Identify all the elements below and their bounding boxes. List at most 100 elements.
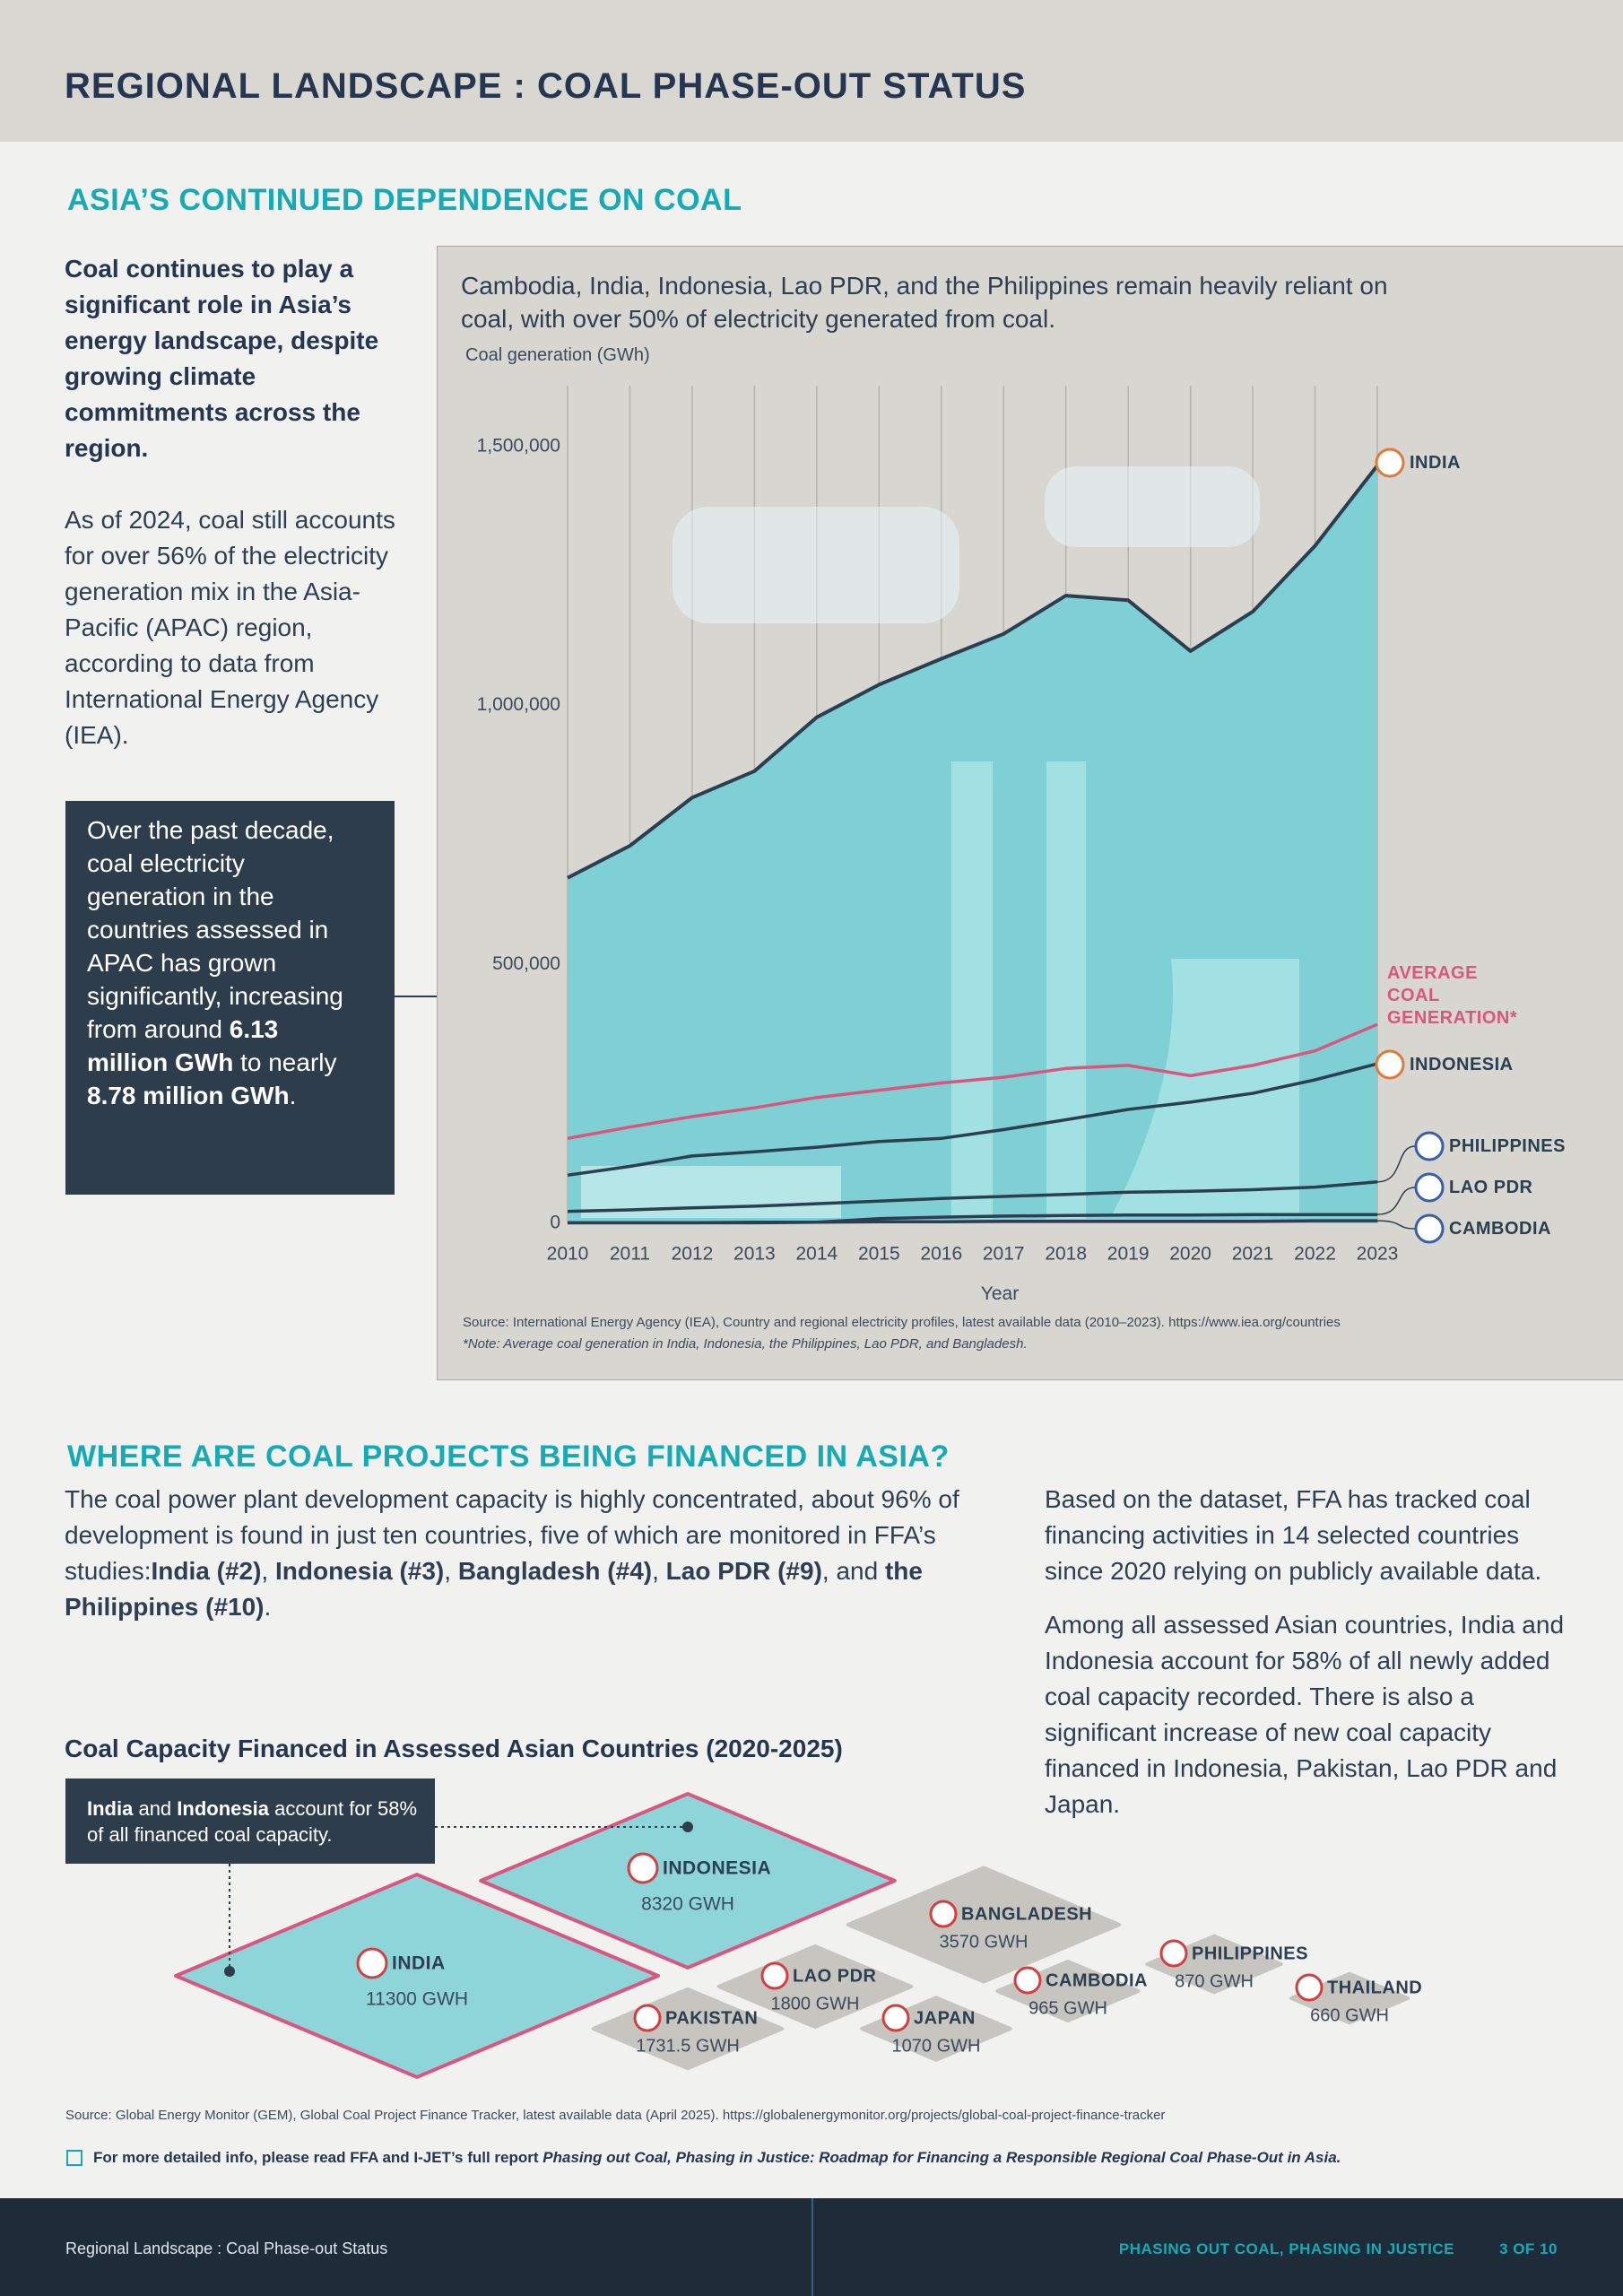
series-label: AVERAGE COAL GENERATION* (1387, 963, 1518, 1028)
text-run: 8.78 million GWh (87, 1082, 290, 1109)
y-tick-label: 1,000,000 (477, 694, 560, 715)
chimney (951, 761, 993, 1219)
category-label: LAO PDR (793, 1966, 877, 1986)
x-tick-label: 2019 (1107, 1244, 1150, 1265)
series-label: LAO PDR (1449, 1178, 1533, 1197)
link-icon (66, 2150, 82, 2166)
x-tick-label: 2023 (1357, 1244, 1399, 1265)
series-label: INDIA (1410, 453, 1461, 473)
flag (1295, 1973, 1324, 2002)
callout-box (65, 1779, 435, 1864)
value-label: 11300 GWH (366, 1989, 468, 2010)
text-run: The coal power plant development capacit… (65, 1485, 959, 1585)
series-line (567, 1180, 1378, 1213)
diamond-layer: INDIA 11300 GWH INDONESIA 8320 GWH BANGLADES… (174, 1792, 1422, 2079)
flag (881, 2004, 910, 2032)
y-axis-label: Coal generation (GWh) (465, 345, 650, 365)
category-label: INDIA (392, 1953, 446, 1974)
flag (1414, 1213, 1445, 1244)
series-label: PHILIPPINES (1449, 1136, 1566, 1156)
text-run: , (652, 1557, 666, 1585)
report-note: For more detailed info, please read FFA … (93, 2149, 1341, 2167)
text-run: the Philippines (#10) (65, 1557, 923, 1621)
section-heading: ASIA’S CONTINUED DEPENDENCE ON COAL (67, 183, 742, 217)
right-column: Based on the dataset, FFA has tracked co… (1045, 1482, 1583, 1822)
y-tick-label: 0 (550, 1213, 560, 1233)
flag (356, 1947, 388, 1979)
flag (627, 1852, 659, 1884)
x-tick-label: 2021 (1232, 1244, 1274, 1265)
text-run: . (264, 1593, 272, 1621)
paragraph: The coal power plant development capacit… (65, 1482, 988, 1625)
series-label: INDONESIA (1410, 1055, 1514, 1074)
label-connector (1376, 1187, 1416, 1215)
value-label: 1800 GWH (771, 1994, 860, 2013)
text-run: to nearly (233, 1048, 337, 1076)
category-label: BANGLADESH (961, 1904, 1092, 1924)
label-connector (1376, 1145, 1416, 1183)
x-tick-label: 2010 (547, 1244, 589, 1265)
cloud (673, 507, 959, 623)
flag (1375, 448, 1405, 478)
category-label: THAILAND (1327, 1978, 1422, 1997)
x-tick-label: 2014 (795, 1244, 838, 1265)
value-label: 870 GWH (1175, 1971, 1254, 1991)
text-run: Bangladesh (#4) (457, 1557, 653, 1585)
text-run: For more detailed info, please read FFA … (93, 2149, 543, 2166)
text-run: . (289, 1082, 297, 1109)
chart-source: Source: International Energy Agency (IEA… (463, 1315, 1341, 1330)
x-tick-label: 2012 (672, 1244, 714, 1265)
flag (633, 2004, 662, 2032)
x-tick-label: 2015 (858, 1244, 900, 1265)
x-axis-label: Year (980, 1283, 1020, 1304)
chart-source: Source: Global Energy Monitor (GEM), Glo… (65, 2108, 1166, 2123)
flag (1013, 1966, 1042, 1995)
diamond (479, 1792, 897, 1970)
text-run: 6.13 million GWh (87, 1015, 279, 1076)
chart-note: *Note: Average coal generation in India,… (463, 1336, 1028, 1352)
leader-dot (682, 1822, 693, 1832)
footer-left: Regional Landscape : Coal Phase-out Stat… (65, 2239, 388, 2257)
text-run: Over the past decade, coal electricity g… (87, 816, 343, 1043)
diamond (174, 1873, 660, 2079)
chart-title: Cambodia, India, Indonesia, Lao PDR, and… (461, 272, 1388, 333)
category-label: INDONESIA (663, 1858, 771, 1879)
series-line (567, 1062, 1378, 1178)
series-line (568, 1219, 1377, 1225)
value-label: 1731.5 GWH (636, 2036, 740, 2056)
paragraph: Based on the dataset, FFA has tracked co… (1045, 1485, 1542, 1585)
flag (760, 1961, 789, 1990)
x-tick-label: 2013 (733, 1244, 776, 1265)
y-tick-label: 500,000 (492, 953, 560, 974)
text-run: , (444, 1557, 458, 1585)
text-run: Indonesia (177, 1797, 269, 1820)
lead-text: Coal continues to play a significant rol… (65, 255, 379, 462)
decoration (581, 466, 1299, 1219)
x-tick-label: 2022 (1294, 1244, 1336, 1265)
x-tick-label: 2020 (1169, 1244, 1211, 1265)
cloud (1045, 466, 1260, 547)
footer-series: PHASING OUT COAL, PHASING IN JUSTICE (1118, 2240, 1454, 2257)
footer-page: 3 OF 10 (1499, 2240, 1558, 2257)
flag (929, 1900, 958, 1928)
page-title: REGIONAL LANDSCAPE : COAL PHASE-OUT STAT… (65, 66, 1027, 106)
flag (1375, 1049, 1405, 1080)
flag (1159, 1939, 1188, 1968)
line-layer (567, 448, 1445, 1244)
header-band (0, 0, 1623, 142)
category-label: CAMBODIA (1046, 1970, 1148, 1990)
value-label: 660 GWH (1310, 2005, 1389, 2025)
value-label: 8320 GWH (641, 1894, 734, 1915)
x-tick-label: 2018 (1045, 1244, 1087, 1265)
label-connector (1376, 1220, 1416, 1230)
chimney (1046, 761, 1086, 1219)
section-heading: WHERE ARE COAL PROJECTS BEING FINANCED I… (67, 1439, 950, 1474)
category-label: PAKISTAN (665, 2008, 758, 2028)
callout-text: Over the past decade, coal electricity g… (87, 813, 365, 1112)
paragraph: As of 2024, coal still accounts for over… (65, 506, 395, 749)
text-run: India (#2) (151, 1557, 262, 1585)
category-label: PHILIPPINES (1192, 1944, 1308, 1963)
value-label: 3570 GWH (940, 1932, 1028, 1952)
